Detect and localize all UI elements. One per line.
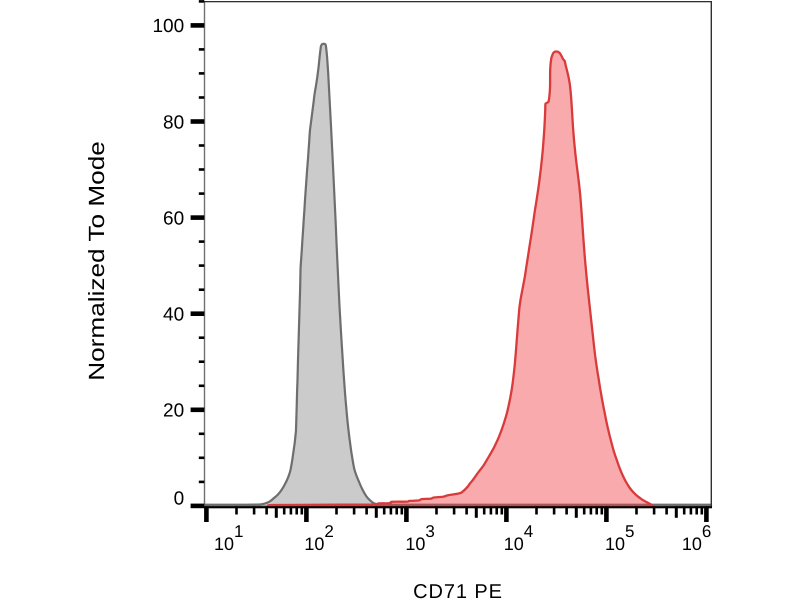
svg-text:10: 10 [504,534,524,554]
svg-text:10: 10 [304,534,324,554]
svg-text:40: 40 [163,305,184,326]
svg-text:4: 4 [524,522,533,541]
svg-text:20: 20 [163,401,184,422]
svg-text:10: 10 [214,534,234,554]
svg-text:3: 3 [425,522,434,541]
svg-text:10: 10 [605,534,625,554]
svg-text:6: 6 [702,522,711,541]
svg-text:2: 2 [324,522,333,541]
svg-text:60: 60 [163,209,184,230]
svg-text:0: 0 [174,489,185,510]
svg-text:Normalized To Mode: Normalized To Mode [84,141,109,381]
svg-text:10: 10 [682,534,702,554]
svg-text:1: 1 [234,522,243,541]
svg-text:80: 80 [163,112,184,133]
svg-text:100: 100 [152,16,184,37]
svg-text:5: 5 [625,522,634,541]
svg-text:CD71 PE: CD71 PE [413,581,503,600]
svg-text:10: 10 [405,534,425,554]
